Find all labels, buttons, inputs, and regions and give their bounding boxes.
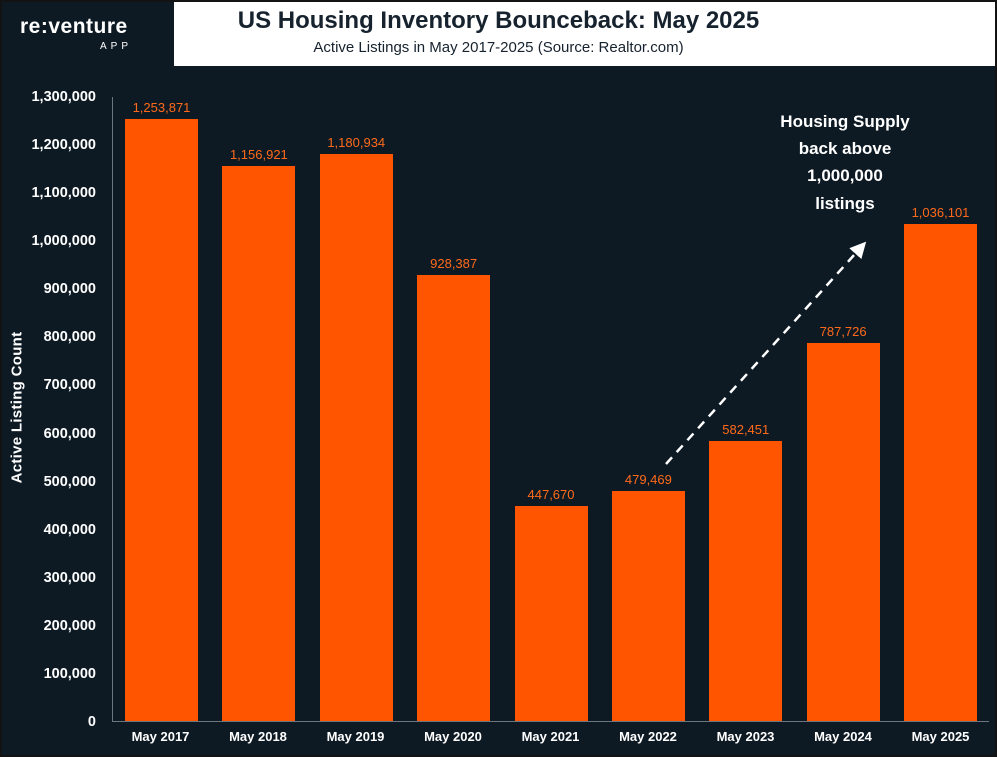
bar [611,490,685,721]
y-tick-label: 900,000 [43,281,96,298]
page-title: US Housing Inventory Bounceback: May 202… [237,7,760,34]
x-tick-label: May 2023 [716,729,775,744]
bar [806,342,880,721]
bar-group-may-2017: 1,253,871 [125,97,198,721]
annotation-line: back above [798,139,892,159]
bar-value-label: 447,670 [527,487,575,503]
chart-area: Active Listing Count 1,300,000 1,200,000 1… [2,66,995,755]
bar-group-may-2022: 479,469 [611,97,685,721]
bar-value-label: 1,253,871 [132,100,191,116]
header: US Housing Inventory Bounceback: May 202… [2,2,995,66]
bar [904,223,977,721]
annotation-line: Housing Supply [780,112,910,131]
plot-area: 1,253,871 1,156,921 1,180,934 928,387 447,67… [112,97,989,722]
y-tick-label: 1,200,000 [31,137,96,154]
bar [709,441,783,721]
bar [514,506,588,721]
y-tick-label: 500,000 [43,473,96,490]
bar-group-may-2023: 582,451 [709,97,783,721]
bar-group-may-2025: 1,036,101 [904,97,977,721]
bar-group-may-2019: 1,180,934 [319,97,393,721]
annotation-line: 1,000,000 [807,166,883,186]
y-tick-label: 100,000 [43,665,96,682]
bar-value-label: 1,036,101 [911,204,970,220]
bar-group-may-2021: 447,670 [514,97,588,721]
y-tick-label: 1,100,000 [31,185,96,202]
bar-value-label: 582,451 [722,422,770,438]
y-tick-label: 200,000 [43,617,96,634]
y-tick-label: 300,000 [43,569,96,586]
bar [222,165,296,721]
bar [417,275,491,721]
brand-name: re:venture [20,15,128,39]
annotation-text: Housing Supply back above 1,000,000 listing… [738,108,952,217]
x-tick-label: May 2024 [814,729,872,744]
x-tick-label: May 2022 [619,729,677,744]
bar-value-label: 479,469 [624,471,672,487]
bar-value-label: 1,156,921 [229,146,288,162]
bar [319,154,393,721]
x-tick-label: May 2017 [131,729,190,744]
y-tick-label: 700,000 [43,377,96,394]
y-tick-label: 400,000 [43,521,96,538]
x-axis-labels: May 2017 May 2018 May 2019 May 2020 May 2021… [112,722,989,755]
brand-logo: re:venture APP [2,2,174,66]
bars: 1,253,871 1,156,921 1,180,934 928,387 447,67… [113,97,989,721]
y-axis-ticks: 1,300,000 1,200,000 1,100,000 1,000,000 900,… [2,89,106,730]
page-subtitle: Active Listings in May 2017-2025 (Source… [313,38,684,56]
x-tick-label: May 2025 [911,729,970,744]
bar [125,119,198,721]
y-tick-label: 0 [87,714,96,730]
annotation-line: listings [815,193,875,213]
bar-value-label: 787,726 [819,323,867,339]
x-tick-label: May 2019 [326,729,385,744]
y-tick-label: 600,000 [43,425,96,442]
x-tick-label: May 2020 [424,729,482,744]
x-tick-label: May 2018 [229,729,287,744]
x-tick-label: May 2021 [521,729,580,744]
y-tick-label: 1,000,000 [31,233,96,250]
bar-value-label: 1,180,934 [327,135,386,151]
brand-sub-label: APP [99,40,132,52]
y-tick-label: 1,300,000 [31,89,96,105]
title-block: US Housing Inventory Bounceback: May 202… [2,7,995,56]
y-tick-label: 800,000 [43,329,96,346]
bar-group-may-2018: 1,156,921 [222,97,296,721]
bar-value-label: 928,387 [430,256,478,272]
bar-group-may-2020: 928,387 [417,97,491,721]
